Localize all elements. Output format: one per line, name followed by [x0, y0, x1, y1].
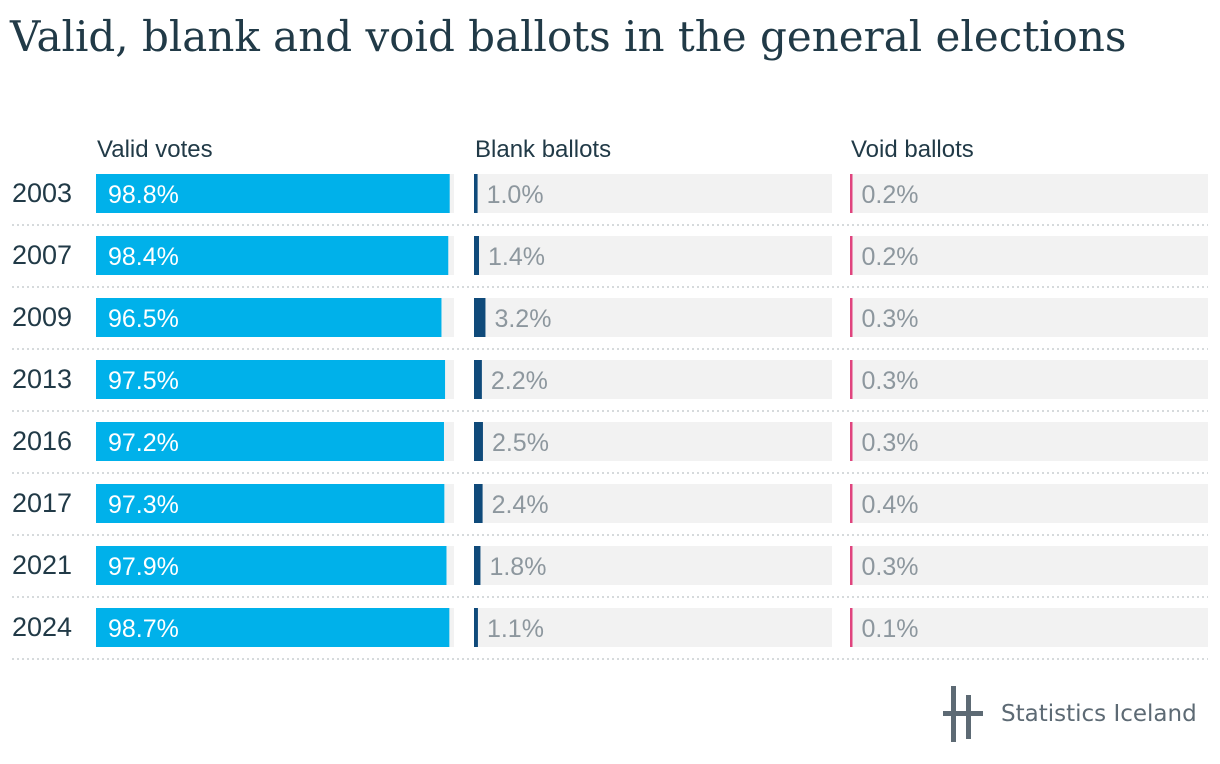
value-label-void-ballots-2003: 0.2% [862, 181, 919, 209]
value-label-void-ballots-2021: 0.3% [862, 553, 919, 581]
column-header-blank-ballots: Blank ballots [475, 136, 611, 163]
bar-void-ballots-2003 [850, 174, 853, 213]
bar-void-ballots-2017 [850, 484, 853, 523]
bar-blank-ballots-2013 [474, 360, 482, 399]
bar-track-blank-ballots-2016 [474, 422, 832, 461]
value-label-blank-ballots-2017: 2.4% [492, 491, 549, 519]
value-label-blank-ballots-2013: 2.2% [491, 367, 548, 395]
year-label-2017: 2017 [12, 488, 72, 518]
value-label-valid-votes-2021: 97.9% [108, 553, 179, 581]
bar-blank-ballots-2021 [474, 546, 481, 585]
value-label-void-ballots-2007: 0.2% [862, 243, 919, 271]
bar-valid-votes-2009 [96, 298, 442, 337]
column-header-valid-votes: Valid votes [97, 136, 213, 163]
value-label-valid-votes-2003: 98.8% [108, 181, 179, 209]
bar-void-ballots-2016 [850, 422, 853, 461]
bar-valid-votes-2007 [96, 236, 449, 275]
bar-void-ballots-2007 [850, 236, 853, 275]
year-label-2003: 2003 [12, 178, 72, 208]
bar-track-blank-ballots-2003 [474, 174, 832, 213]
column-header-void-ballots: Void ballots [851, 136, 974, 163]
bar-blank-ballots-2007 [474, 236, 480, 275]
value-label-blank-ballots-2016: 2.5% [492, 429, 549, 457]
bar-void-ballots-2009 [850, 298, 853, 337]
bar-track-blank-ballots-2007 [474, 236, 832, 275]
value-label-blank-ballots-2024: 1.1% [487, 615, 544, 643]
bar-void-ballots-2024 [850, 608, 853, 647]
year-label-2009: 2009 [12, 302, 72, 332]
bar-track-void-ballots-2013 [850, 360, 1208, 399]
bar-blank-ballots-2016 [474, 422, 483, 461]
bar-valid-votes-2013 [96, 360, 446, 399]
bar-track-blank-ballots-2017 [474, 484, 832, 523]
bar-valid-votes-2016 [96, 422, 444, 461]
year-label-2013: 2013 [12, 364, 72, 394]
bar-track-void-ballots-2003 [850, 174, 1208, 213]
bar-valid-votes-2017 [96, 484, 445, 523]
bar-blank-ballots-2024 [474, 608, 478, 647]
value-label-blank-ballots-2009: 3.2% [494, 305, 551, 333]
bar-track-blank-ballots-2013 [474, 360, 832, 399]
bar-valid-votes-2021 [96, 546, 447, 585]
year-label-2024: 2024 [12, 612, 72, 642]
value-label-void-ballots-2016: 0.3% [862, 429, 919, 457]
bar-blank-ballots-2009 [474, 298, 486, 337]
statistics-iceland-logo: Statistics Iceland [943, 686, 1208, 742]
bar-track-void-ballots-2017 [850, 484, 1208, 523]
logo-text: Statistics Iceland [1001, 701, 1197, 727]
bar-valid-votes-2024 [96, 608, 450, 647]
bar-track-void-ballots-2024 [850, 608, 1208, 647]
bar-track-blank-ballots-2021 [474, 546, 832, 585]
value-label-valid-votes-2013: 97.5% [108, 367, 179, 395]
bar-blank-ballots-2003 [474, 174, 478, 213]
value-label-void-ballots-2024: 0.1% [862, 615, 919, 643]
bar-track-void-ballots-2007 [850, 236, 1208, 275]
year-label-2021: 2021 [12, 550, 72, 580]
value-label-valid-votes-2017: 97.3% [108, 491, 179, 519]
bar-track-void-ballots-2016 [850, 422, 1208, 461]
bar-track-blank-ballots-2024 [474, 608, 832, 647]
year-label-2016: 2016 [12, 426, 72, 456]
bar-track-void-ballots-2009 [850, 298, 1208, 337]
value-label-void-ballots-2009: 0.3% [862, 305, 919, 333]
bar-void-ballots-2021 [850, 546, 853, 585]
value-label-void-ballots-2013: 0.3% [862, 367, 919, 395]
value-label-valid-votes-2016: 97.2% [108, 429, 179, 457]
value-label-blank-ballots-2021: 1.8% [489, 553, 546, 581]
value-label-valid-votes-2024: 98.7% [108, 615, 179, 643]
chart-title: Valid, blank and void ballots in the gen… [10, 12, 1127, 61]
bar-blank-ballots-2017 [474, 484, 483, 523]
value-label-blank-ballots-2003: 1.0% [487, 181, 544, 209]
value-label-valid-votes-2007: 98.4% [108, 243, 179, 271]
bar-track-blank-ballots-2009 [474, 298, 832, 337]
value-label-void-ballots-2017: 0.4% [862, 491, 919, 519]
statistics-iceland-logo-icon [943, 686, 983, 742]
bar-track-void-ballots-2021 [850, 546, 1208, 585]
value-label-blank-ballots-2007: 1.4% [488, 243, 545, 271]
value-label-valid-votes-2009: 96.5% [108, 305, 179, 333]
bar-void-ballots-2013 [850, 360, 853, 399]
year-label-2007: 2007 [12, 240, 72, 270]
bar-valid-votes-2003 [96, 174, 450, 213]
